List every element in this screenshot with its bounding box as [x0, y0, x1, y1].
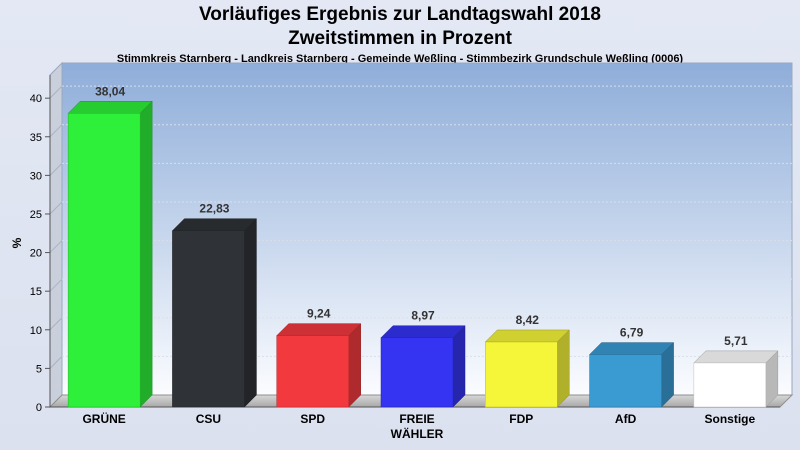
bar-side — [348, 323, 361, 408]
bar-3 — [380, 325, 466, 408]
gridline-side — [49, 85, 63, 99]
bar-side — [557, 329, 570, 408]
data-label: 22,83 — [199, 202, 229, 216]
y-axis-label: % — [10, 237, 24, 248]
bar-front — [276, 335, 349, 408]
bar-6 — [693, 350, 779, 408]
chart-title: Vorläufiges Ergebnis zur Landtagswahl 20… — [199, 4, 601, 25]
plot-left-wall — [49, 61, 63, 409]
bar-top — [693, 350, 779, 364]
gridline-side — [49, 163, 63, 176]
y-tick-label: 40 — [30, 93, 42, 105]
y-tick-label: 35 — [30, 132, 42, 144]
gridline-side — [49, 356, 63, 369]
gridline-side — [49, 201, 63, 215]
data-label: 8,97 — [411, 309, 435, 323]
x-tick-label: AfD — [615, 412, 637, 426]
bar-top — [171, 218, 258, 231]
y-tick-label: 10 — [30, 325, 42, 337]
bar-top — [67, 101, 153, 114]
gridline-side — [49, 124, 63, 138]
chart-subtitle-line2: Zweitstimmen in Prozent — [288, 28, 512, 49]
data-label: 8,42 — [516, 313, 540, 327]
bar-0 — [67, 100, 153, 408]
bar-front — [172, 230, 245, 408]
bar-front — [380, 337, 454, 408]
x-tick-label: Sonstige — [705, 412, 756, 426]
bar-4 — [484, 329, 570, 408]
y-tick-label: 30 — [30, 170, 42, 182]
bar-top — [484, 329, 570, 343]
x-tick-label: WÄHLER — [391, 426, 444, 441]
bar-front — [693, 362, 767, 408]
y-tick-label: 5 — [36, 363, 42, 375]
x-tick-label: FREIE — [399, 412, 434, 426]
bar-front — [67, 113, 141, 408]
bar-side — [139, 100, 153, 408]
bar-5 — [588, 341, 675, 408]
bar-top — [588, 342, 675, 355]
y-tick-label: 0 — [36, 402, 42, 414]
x-tick-label: FDP — [509, 412, 533, 426]
data-label: 38,04 — [95, 84, 125, 98]
bar-side — [452, 325, 466, 408]
gridline-side — [49, 240, 63, 253]
x-tick-label: GRÜNE — [82, 411, 125, 426]
bar-front — [485, 341, 558, 408]
bar-2 — [276, 323, 362, 408]
bar-front — [589, 354, 662, 408]
y-tick-label: 25 — [30, 209, 42, 221]
bar-top — [276, 323, 362, 336]
gridline-side — [49, 317, 63, 331]
data-label: 9,24 — [307, 307, 331, 321]
bar-top — [380, 325, 466, 338]
x-tick-label: SPD — [300, 412, 325, 426]
y-tick-label: 15 — [30, 286, 42, 298]
gridline-side — [49, 278, 63, 292]
data-label: 5,71 — [724, 334, 748, 348]
data-label: 6,79 — [620, 326, 644, 340]
bar-1 — [171, 218, 258, 408]
bar-side — [244, 218, 257, 408]
x-tick-label: CSU — [196, 412, 221, 426]
chart-subtitle: Stimmkreis Starnberg - Landkreis Starnbe… — [116, 53, 684, 65]
y-tick-label: 20 — [30, 248, 42, 260]
